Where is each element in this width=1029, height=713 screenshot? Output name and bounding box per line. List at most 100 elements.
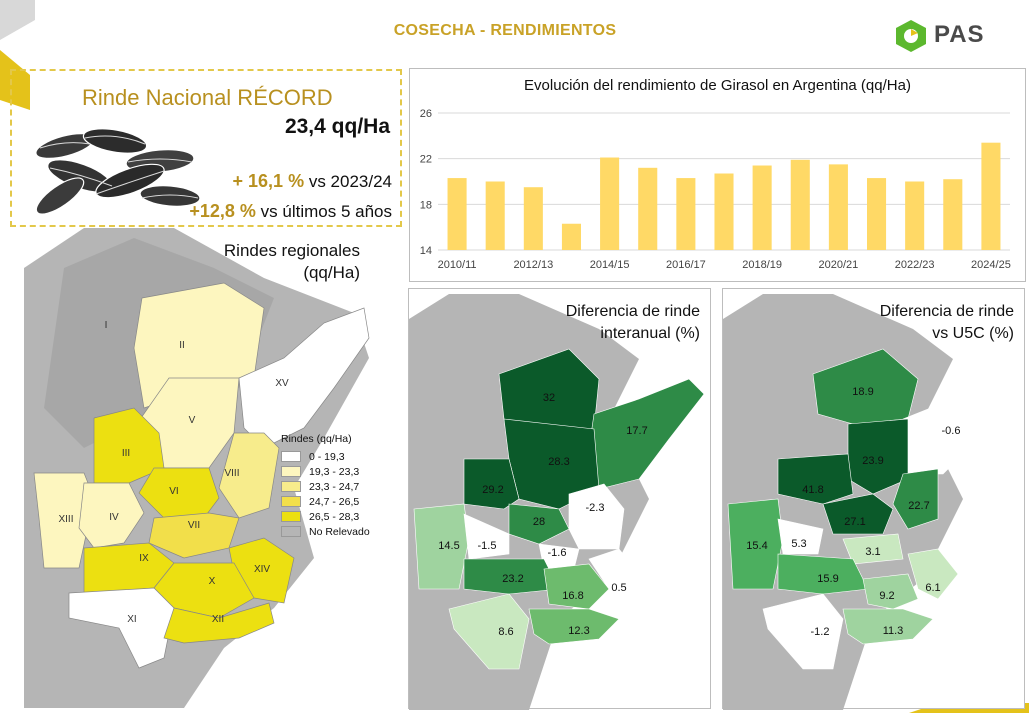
bar-2011/12 bbox=[485, 181, 505, 250]
bar-2013/14 bbox=[561, 223, 581, 250]
zone-label: 12.3 bbox=[568, 625, 589, 637]
legend-swatch bbox=[281, 511, 301, 522]
bar-2020/21 bbox=[828, 164, 848, 250]
regional-map-title-line2: (qq/Ha) bbox=[303, 263, 360, 282]
region-label-iv: IV bbox=[109, 512, 119, 523]
zone-label: 23.9 bbox=[862, 455, 883, 467]
yield-evolution-chart: Evolución del rendimiento de Girasol en … bbox=[409, 68, 1026, 282]
x-tick-label: 2020/21 bbox=[819, 259, 859, 271]
zone-label: -0.6 bbox=[942, 425, 961, 437]
interannual-title-line1: Diferencia de rinde bbox=[565, 303, 700, 320]
zone-16-8 bbox=[543, 563, 610, 610]
stat-vs-previous: + 16,1 % vs 2023/24 bbox=[233, 171, 392, 192]
zone-8-6 bbox=[448, 593, 530, 670]
bar-2022/23 bbox=[905, 181, 925, 250]
page-title: COSECHA - RENDIMIENTOS bbox=[393, 22, 617, 39]
zone-label: 27.1 bbox=[844, 516, 865, 528]
region-label-vi: VI bbox=[169, 486, 178, 497]
region-xii bbox=[163, 602, 275, 644]
zone-12-3 bbox=[528, 608, 620, 645]
zone-label: 15.4 bbox=[746, 540, 767, 552]
legend-swatch bbox=[281, 466, 301, 477]
zone-label: 9.2 bbox=[879, 590, 894, 602]
stat-vs-last-5-years: +12,8 % vs últimos 5 años bbox=[189, 201, 392, 222]
region-label-xiv: XIV bbox=[254, 564, 270, 575]
zone-minus-1-2 bbox=[762, 593, 844, 670]
legend-item: 19,3 - 23,3 bbox=[281, 464, 370, 479]
legend-item: 0 - 19,3 bbox=[281, 449, 370, 464]
stat-text: vs últimos 5 años bbox=[260, 202, 392, 221]
bar-2016/17 bbox=[676, 178, 696, 250]
legend-label: 26,5 - 28,3 bbox=[309, 510, 360, 523]
region-label-xi: XI bbox=[127, 614, 136, 625]
interannual-map-title: Diferencia de rinde interanual (%) bbox=[566, 301, 700, 345]
region-label-iii: III bbox=[122, 448, 130, 459]
x-tick-label: 2022/23 bbox=[895, 259, 935, 271]
bar-2017/18 bbox=[714, 173, 734, 250]
y-tick-label: 14 bbox=[420, 245, 432, 257]
legend-label: 0 - 19,3 bbox=[309, 450, 345, 463]
x-tick-label: 2010/11 bbox=[438, 259, 477, 271]
bar-2015/16 bbox=[638, 167, 658, 250]
stat-pct: +12,8 % bbox=[189, 201, 256, 221]
zone-3-1 bbox=[842, 533, 904, 565]
region-iv bbox=[78, 482, 145, 549]
zone-label: 16.8 bbox=[562, 590, 583, 602]
y-tick-label: 22 bbox=[420, 154, 432, 166]
zone-label: 32 bbox=[543, 392, 555, 404]
zone-label: 11.3 bbox=[883, 625, 904, 637]
region-viii bbox=[218, 432, 280, 519]
region-label-viii: VIII bbox=[224, 468, 239, 479]
bar-2019/20 bbox=[790, 159, 810, 250]
zone-6-1 bbox=[907, 548, 959, 600]
region-label-v: V bbox=[189, 415, 196, 426]
bar-2018/19 bbox=[752, 165, 772, 250]
bar-2012/13 bbox=[523, 187, 543, 250]
legend-label: No Relevado bbox=[309, 525, 370, 538]
legend-item: 26,5 - 28,3 bbox=[281, 509, 370, 524]
logo-text: PAS bbox=[934, 21, 985, 48]
zone-label: -2.3 bbox=[586, 502, 605, 514]
region-label-x: X bbox=[209, 576, 216, 587]
zone-label: 28 bbox=[533, 516, 545, 528]
zone-label: -1.6 bbox=[548, 547, 567, 559]
regional-map-title-line1: Rindes regionales bbox=[223, 241, 360, 260]
sunflower-seeds-image bbox=[35, 128, 200, 215]
bar-chart-plot: 14 18 22 26 2010/11 2012/13 2014/15 2016/17 2018… bbox=[420, 108, 1011, 271]
bar-2010/11 bbox=[447, 178, 467, 250]
zone-23-2 bbox=[463, 558, 560, 595]
zone-label: -1.2 bbox=[811, 626, 830, 638]
interannual-title-line2: interanual (%) bbox=[600, 325, 700, 342]
zone-label: 28.3 bbox=[548, 456, 569, 468]
zone-9-2 bbox=[862, 573, 919, 610]
legend-label: 23,3 - 24,7 bbox=[309, 480, 360, 493]
region-xiii bbox=[33, 472, 95, 569]
record-summary-box: Rinde Nacional RÉCORD 23,4 qq/Ha + 16,1 … bbox=[10, 69, 402, 227]
x-tick-label: 2018/19 bbox=[742, 259, 782, 271]
legend-label: 19,3 - 23,3 bbox=[309, 465, 360, 478]
zone-label: 14.5 bbox=[438, 540, 459, 552]
bar-2014/15 bbox=[600, 157, 620, 250]
legend-label: 24,7 - 26,5 bbox=[309, 495, 360, 508]
zone-label: 41.8 bbox=[802, 484, 823, 496]
u5c-map-title: Diferencia de rinde vs U5C (%) bbox=[880, 301, 1014, 345]
x-tick-label: 2016/17 bbox=[666, 259, 706, 271]
u5c-title-line2: vs U5C (%) bbox=[932, 325, 1014, 342]
zone-label: 8.6 bbox=[498, 626, 513, 638]
zone-label: 0.5 bbox=[611, 582, 626, 594]
record-value: 23,4 qq/Ha bbox=[284, 115, 390, 138]
zone-5-3 bbox=[777, 518, 824, 555]
zone-minus-1-5 bbox=[463, 513, 510, 560]
x-tick-label: 2014/15 bbox=[590, 259, 630, 271]
u5c-difference-map: 18.9 -0.6 23.9 41.8 22.7 27.1 15.4 5.3 3… bbox=[722, 288, 1025, 710]
y-tick-label: 26 bbox=[420, 108, 432, 120]
zone-label: 29.2 bbox=[482, 484, 503, 496]
region-label-ii: II bbox=[179, 340, 185, 351]
zone-label: 23.2 bbox=[502, 573, 523, 585]
regional-yield-map: I II III IV V VI VII VIII IX X XI XII XI… bbox=[24, 228, 384, 708]
region-label-xiii: XIII bbox=[58, 514, 73, 525]
region-label-ix: IX bbox=[139, 553, 149, 564]
regional-map-graphic: I II III IV V VI VII VIII IX X XI XII XI… bbox=[24, 228, 370, 708]
corner-decoration bbox=[0, 0, 35, 110]
stat-text: vs 2023/24 bbox=[308, 172, 392, 191]
